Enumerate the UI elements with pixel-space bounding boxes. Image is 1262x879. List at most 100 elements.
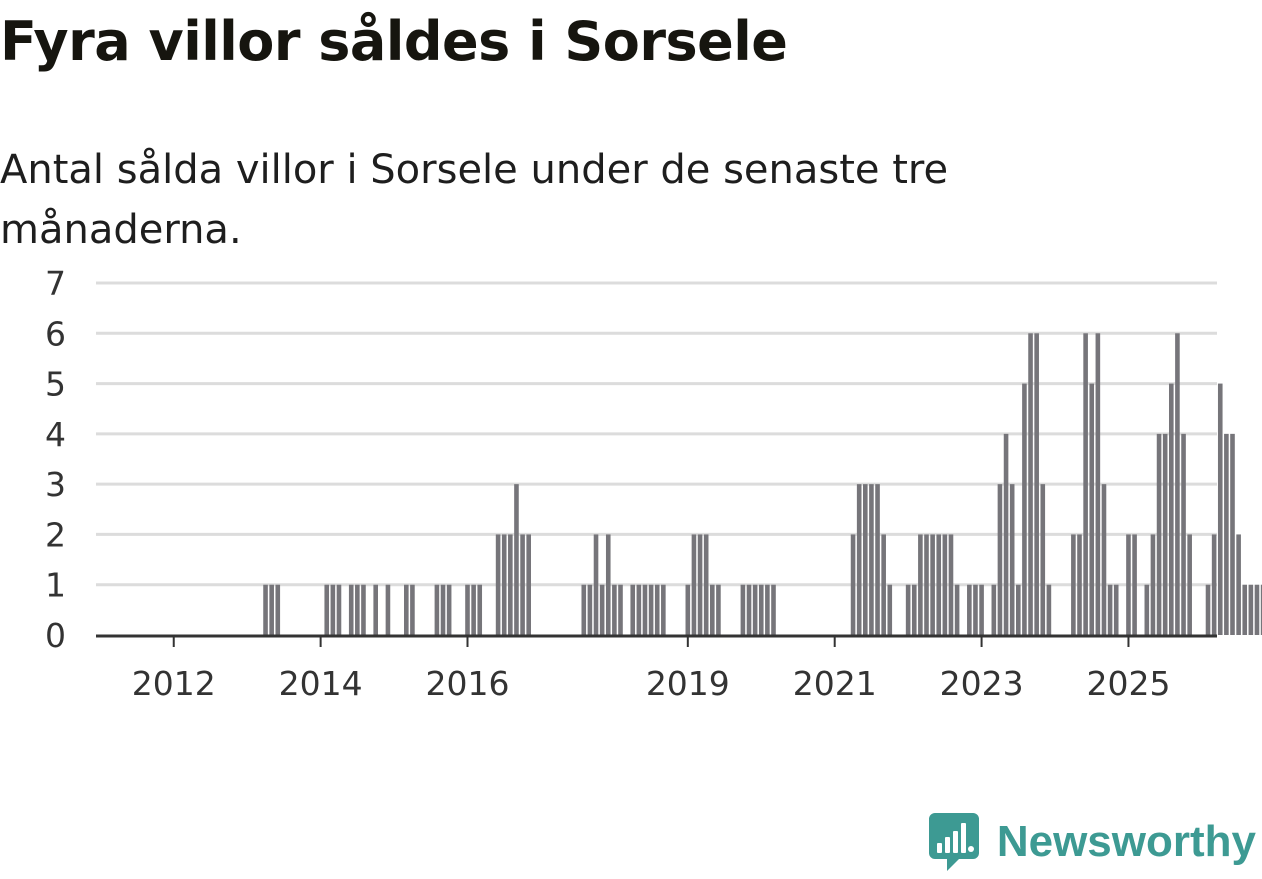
bar — [648, 584, 654, 635]
bar — [642, 584, 648, 635]
bar — [1162, 433, 1168, 635]
bar — [716, 584, 721, 635]
bar — [1175, 333, 1180, 635]
bar — [1022, 383, 1027, 635]
bar — [942, 534, 948, 635]
bar — [514, 484, 519, 635]
bar — [587, 584, 593, 635]
x-tick-label: 2012 — [132, 664, 216, 703]
bar — [1236, 534, 1241, 635]
bar — [997, 484, 1003, 635]
bar — [330, 584, 336, 635]
bar — [752, 584, 758, 635]
bar — [1211, 534, 1217, 635]
bar — [618, 584, 623, 635]
y-tick-label: 7 — [45, 264, 66, 303]
gridlines — [96, 281, 1217, 587]
bar — [746, 584, 752, 635]
bar — [703, 534, 709, 635]
bar — [1016, 584, 1021, 635]
bar — [948, 534, 954, 635]
bar — [1083, 333, 1088, 635]
bar — [924, 534, 929, 635]
y-tick-label: 0 — [45, 616, 66, 655]
bar — [1248, 584, 1254, 635]
newsworthy-logo: Newsworthy — [928, 813, 1256, 871]
bar — [973, 584, 978, 635]
bar — [1187, 534, 1192, 635]
bar — [1034, 333, 1039, 635]
bar — [856, 484, 862, 635]
y-tick-label: 4 — [45, 415, 66, 454]
bar — [697, 534, 703, 635]
y-tick-label: 3 — [45, 465, 66, 504]
bar — [1071, 534, 1076, 635]
bar — [526, 534, 531, 635]
bar — [691, 534, 697, 635]
brand-name: Newsworthy — [996, 817, 1256, 866]
bar — [355, 584, 360, 635]
bar — [1009, 484, 1015, 635]
bar — [508, 534, 513, 635]
bar — [1095, 333, 1101, 635]
bar — [936, 534, 942, 635]
x-tick-label: 2023 — [940, 664, 1024, 703]
x-tick-label: 2021 — [793, 664, 877, 703]
bar — [954, 584, 960, 635]
bar — [581, 584, 587, 635]
y-tick-label: 1 — [45, 566, 66, 605]
x-axis-ticks: 2012 2014 2016 2019 2021 2023 2025 — [132, 635, 1170, 703]
bar — [1169, 383, 1174, 635]
bar — [881, 534, 886, 635]
y-tick-label: 2 — [45, 515, 66, 554]
bar — [1242, 584, 1248, 635]
bar — [1107, 584, 1113, 635]
bar — [869, 484, 874, 635]
bar — [1113, 584, 1119, 635]
bar — [1132, 534, 1137, 635]
bar — [1150, 534, 1156, 635]
bar — [495, 534, 501, 635]
bar — [1224, 433, 1229, 635]
bar — [269, 584, 274, 635]
y-tick-label: 6 — [45, 314, 66, 353]
bar — [361, 584, 366, 635]
chart-title: Fyra villor såldes i Sorsele — [0, 10, 788, 73]
bar — [1046, 584, 1052, 635]
bar — [1181, 433, 1186, 635]
bar — [348, 584, 354, 635]
bar — [612, 584, 617, 635]
bar — [887, 584, 893, 635]
bar — [771, 584, 776, 635]
x-tick-label: 2014 — [279, 664, 363, 703]
bar — [501, 534, 507, 635]
bar — [765, 584, 770, 635]
x-tick-label: 2025 — [1086, 664, 1170, 703]
bar — [263, 584, 268, 635]
bar — [465, 584, 470, 635]
bar — [440, 584, 446, 635]
chart-subtitle: Antal sålda villor i Sorsele under de se… — [0, 147, 949, 253]
bar — [385, 584, 391, 635]
bar — [1028, 333, 1033, 635]
bar — [661, 584, 666, 635]
bars — [263, 333, 1262, 635]
bar — [654, 584, 660, 635]
y-tick-label: 5 — [45, 365, 66, 404]
bar — [373, 584, 378, 635]
bar — [1089, 383, 1095, 635]
bar — [605, 534, 611, 635]
x-tick-label: 2016 — [426, 664, 510, 703]
bar — [336, 584, 342, 635]
bar — [630, 584, 636, 635]
bar — [1254, 584, 1260, 635]
bar — [918, 534, 923, 635]
bar — [991, 584, 997, 635]
bar — [1230, 433, 1235, 635]
bar — [471, 584, 476, 635]
bar — [1217, 383, 1223, 635]
bar — [979, 584, 984, 635]
bar — [1077, 534, 1082, 635]
bar — [593, 534, 599, 635]
